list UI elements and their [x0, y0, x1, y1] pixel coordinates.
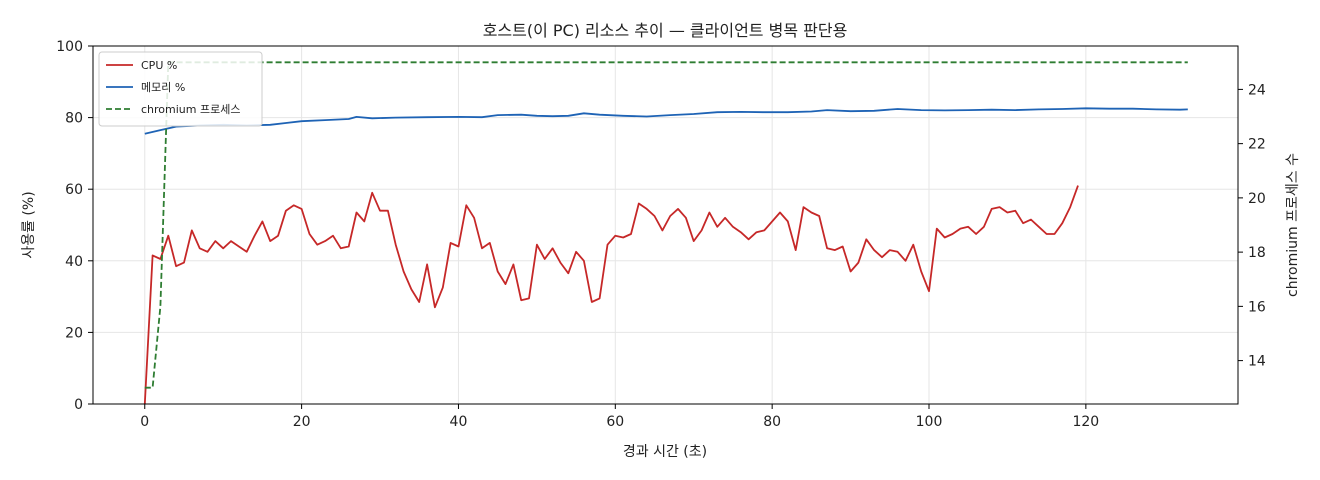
- y-tick-label: 0: [74, 397, 83, 413]
- plot-frame: [92, 45, 1239, 405]
- series-line-2: [144, 61, 1188, 389]
- chart-title: 호스트(이 PC) 리소스 추이 — 클라이언트 병목 판단용: [483, 21, 848, 40]
- y2-tick-label: 18: [1248, 245, 1266, 261]
- y-tick-label: 40: [65, 254, 83, 270]
- y-tick-label: 60: [65, 182, 83, 198]
- y-axis: 0 20 40 60 80 100: [56, 39, 93, 413]
- y2-tick-label: 20: [1248, 191, 1266, 207]
- y-tick-label: 100: [56, 39, 83, 55]
- legend-box: [98, 51, 263, 127]
- x-tick-label: 100: [916, 414, 943, 430]
- x-axis: 0 20 40 60 80 100 120: [140, 404, 1099, 430]
- y2-tick-label: 24: [1248, 82, 1266, 98]
- legend-label-1: 메모리 %: [141, 81, 185, 94]
- y2-axis: 14 16 18 20 22 24: [1238, 82, 1266, 370]
- x-tick-label: 80: [763, 414, 781, 430]
- legend: CPU % 메모리 % chromium 프로세스: [98, 51, 263, 127]
- x-tick-label: 20: [293, 414, 311, 430]
- y-axis-label: 사용률 (%): [21, 191, 37, 258]
- series-line-1: [144, 107, 1188, 135]
- x-tick-label: 0: [140, 414, 149, 430]
- y2-tick-label: 14: [1248, 354, 1266, 370]
- x-tick-label: 120: [1072, 414, 1099, 430]
- y2-tick-label: 22: [1248, 137, 1266, 153]
- x-axis-label: 경과 시간 (초): [623, 444, 707, 460]
- legend-label-2: chromium 프로세스: [141, 103, 240, 116]
- legend-label-0: CPU %: [141, 59, 177, 72]
- x-tick-label: 40: [450, 414, 468, 430]
- y2-axis-label: chromium 프로세스 수: [1285, 153, 1301, 297]
- series-line-0: [143, 185, 1079, 405]
- y2-tick-label: 16: [1248, 299, 1266, 315]
- y-tick-label: 80: [65, 111, 83, 127]
- y-tick-label: 20: [65, 325, 83, 341]
- x-tick-label: 60: [606, 414, 624, 430]
- series-lines: [143, 61, 1188, 405]
